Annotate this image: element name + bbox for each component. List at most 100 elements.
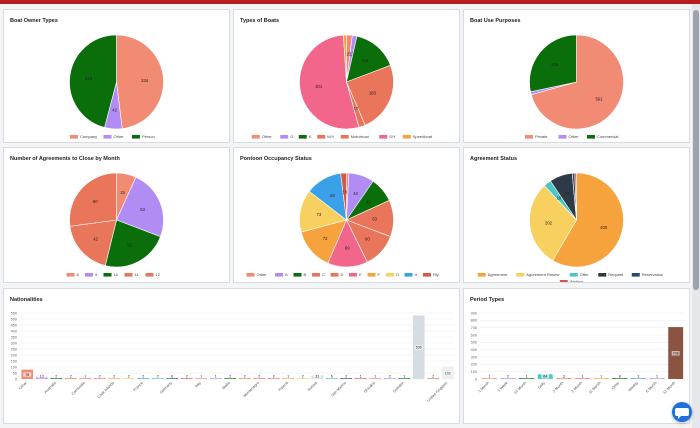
legend-swatch[interactable] — [317, 135, 326, 139]
legend-label[interactable]: M/Y — [327, 134, 334, 139]
bar-australia[interactable] — [50, 378, 63, 379]
legend-swatch[interactable] — [312, 273, 320, 277]
bar-1-week[interactable] — [500, 378, 516, 379]
legend-swatch[interactable] — [379, 135, 388, 139]
pie-slice-k[interactable] — [346, 35, 391, 83]
bar-item-19[interactable] — [296, 378, 309, 379]
bar-cambodia[interactable] — [79, 378, 92, 379]
bar-2-month[interactable] — [575, 378, 590, 379]
chat-button[interactable] — [672, 402, 692, 422]
legend-label[interactable]: Other — [262, 134, 273, 139]
pie-slice-speedboat[interactable] — [343, 34, 347, 83]
bar-item-28[interactable] — [427, 378, 440, 379]
bar-item-15[interactable] — [238, 378, 251, 379]
bar-item-17[interactable] — [267, 378, 280, 379]
legend-swatch[interactable] — [275, 273, 283, 277]
legend-swatch[interactable] — [70, 135, 78, 139]
legend-label[interactable]: E — [359, 272, 362, 277]
legend-swatch[interactable] — [569, 273, 578, 277]
bar-1-month[interactable] — [481, 378, 497, 379]
bar-malta[interactable] — [224, 378, 237, 379]
legend-swatch[interactable] — [525, 135, 533, 139]
legend-label[interactable]: G — [396, 272, 399, 277]
legend-swatch[interactable] — [246, 273, 255, 277]
legend-swatch[interactable] — [330, 273, 339, 277]
legend-swatch[interactable] — [66, 273, 75, 277]
legend-label[interactable]: K — [309, 134, 312, 139]
legend-swatch[interactable] — [598, 273, 607, 277]
pie-slice-rly[interactable] — [340, 172, 347, 221]
legend-label[interactable]: A — [285, 272, 288, 277]
bar-6-month[interactable] — [649, 378, 665, 379]
legend-label[interactable]: Speedboat — [413, 134, 433, 139]
legend-label[interactable]: G — [290, 134, 293, 139]
bar-item-13[interactable] — [209, 378, 222, 379]
pie-slice-10[interactable] — [104, 219, 161, 268]
bar-item-11[interactable] — [180, 378, 193, 379]
bar-sweden[interactable] — [398, 378, 411, 379]
legend-swatch[interactable] — [558, 135, 567, 139]
bar-item-3[interactable] — [64, 378, 77, 379]
legend-swatch[interactable] — [132, 135, 140, 139]
bar-weekly[interactable] — [630, 378, 646, 379]
pie-slice-11[interactable] — [69, 219, 117, 266]
bar-3-month[interactable] — [556, 378, 572, 379]
legend-swatch[interactable] — [85, 273, 93, 277]
legend-swatch[interactable] — [340, 135, 349, 139]
bar-item-7[interactable] — [122, 378, 135, 379]
legend-swatch[interactable] — [251, 135, 260, 139]
legend-label[interactable]: C — [322, 272, 325, 277]
legend-swatch[interactable] — [559, 280, 568, 282]
pie-slice-agreement-renew[interactable] — [529, 185, 577, 261]
legend-label[interactable]: Rly — [433, 272, 439, 277]
bar-france[interactable] — [137, 378, 150, 379]
legend-swatch[interactable] — [386, 273, 394, 277]
bar-other[interactable] — [612, 378, 628, 379]
bar-item-25[interactable] — [383, 378, 396, 379]
legend-label[interactable]: 11 — [135, 272, 140, 277]
bar-item-21[interactable] — [325, 378, 338, 379]
legend-label[interactable]: 10 — [114, 272, 119, 277]
pie-slice-12[interactable] — [69, 172, 117, 227]
pie-slice-private[interactable] — [530, 34, 624, 130]
legend-label[interactable]: Other — [257, 272, 268, 277]
legend-swatch[interactable] — [477, 273, 486, 277]
legend-swatch[interactable] — [145, 273, 154, 277]
legend-swatch[interactable] — [103, 135, 112, 139]
pie-slice-person[interactable] — [69, 34, 117, 128]
legend-label[interactable]: Commercial — [597, 134, 618, 139]
legend-swatch[interactable] — [404, 273, 413, 277]
legend-label[interactable]: Other — [569, 134, 580, 139]
legend-swatch[interactable] — [280, 135, 289, 139]
legend-swatch[interactable] — [423, 273, 431, 277]
bar-item-23[interactable] — [354, 378, 367, 379]
legend-label[interactable]: 12 — [156, 272, 161, 277]
legend-swatch[interactable] — [293, 273, 302, 277]
page-scrollbar[interactable] — [692, 4, 700, 428]
legend-swatch[interactable] — [587, 135, 595, 139]
legend-label[interactable]: Request — [608, 272, 624, 277]
pie-slice-waiting[interactable] — [574, 172, 577, 221]
pie-slice-9[interactable] — [116, 176, 164, 238]
legend-label[interactable]: Reservation — [642, 272, 663, 277]
legend-label[interactable]: S/Y — [389, 134, 396, 139]
legend-swatch[interactable] — [367, 273, 376, 277]
scrollbar-thumb[interactable] — [693, 10, 699, 290]
legend-label[interactable]: Company — [80, 134, 97, 139]
legend-label[interactable]: F — [378, 272, 381, 277]
legend-swatch[interactable] — [402, 135, 411, 139]
legend-label[interactable]: Agreement Renew — [526, 272, 559, 277]
bar-item-9[interactable] — [151, 378, 164, 379]
bar-item-5[interactable] — [93, 378, 106, 379]
legend-label[interactable]: B — [304, 272, 307, 277]
bar-poland[interactable] — [282, 378, 295, 379]
legend-swatch[interactable] — [516, 273, 525, 277]
legend-swatch[interactable] — [349, 273, 357, 277]
legend-swatch[interactable] — [631, 273, 640, 277]
legend-swatch[interactable] — [124, 273, 133, 277]
legend-swatch[interactable] — [298, 135, 307, 139]
pie-slice-agreement[interactable] — [552, 172, 624, 268]
legend-label[interactable]: 8 — [77, 272, 80, 277]
legend-label[interactable]: Private — [535, 134, 548, 139]
legend-label[interactable]: Other — [114, 134, 125, 139]
